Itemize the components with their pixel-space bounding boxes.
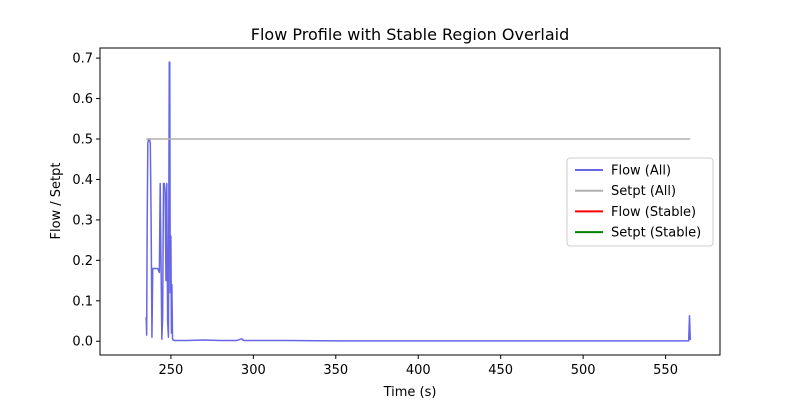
legend-label: Flow (Stable) bbox=[611, 205, 696, 220]
legend-label: Flow (All) bbox=[611, 164, 671, 179]
x-tick-label: 400 bbox=[406, 363, 431, 378]
x-axis: 250 300 350 400 450 500 550 bbox=[158, 355, 678, 378]
plot-frame bbox=[99, 47, 721, 356]
y-tick-label: 0.0 bbox=[72, 335, 93, 350]
x-tick-label: 500 bbox=[571, 363, 596, 378]
legend-items: Flow (All) Setpt (All) Flow (Stable) Setpt … bbox=[575, 164, 701, 241]
series-line-flow-all bbox=[145, 61, 692, 342]
y-axis: 0.0 0.1 0.2 0.3 0.4 0.5 0.6 0.7 bbox=[72, 52, 100, 350]
y-tick-label: 0.2 bbox=[72, 254, 93, 269]
y-tick-label: 0.7 bbox=[72, 52, 93, 67]
chart-title: Flow Profile with Stable Region Overlaid bbox=[251, 25, 569, 44]
x-tick-label: 350 bbox=[323, 363, 348, 378]
y-tick-label: 0.4 bbox=[72, 173, 93, 188]
legend-label: Setpt (All) bbox=[611, 184, 676, 199]
series-layer bbox=[145, 61, 692, 342]
x-tick-label: 300 bbox=[241, 363, 266, 378]
y-tick-label: 0.1 bbox=[72, 294, 93, 309]
y-tick-label: 0.5 bbox=[72, 133, 93, 148]
x-tick-label: 550 bbox=[653, 363, 678, 378]
x-tick-label: 250 bbox=[158, 363, 183, 378]
x-tick-label: 450 bbox=[488, 363, 513, 378]
x-axis-label: Time (s) bbox=[383, 385, 437, 400]
legend-box bbox=[566, 157, 714, 247]
legend-label: Setpt (Stable) bbox=[611, 226, 701, 241]
legend: Flow (All) Setpt (All) Flow (Stable) Setpt … bbox=[566, 157, 714, 247]
plot-area bbox=[99, 47, 721, 356]
y-tick-label: 0.3 bbox=[72, 213, 93, 228]
y-tick-label: 0.6 bbox=[72, 92, 93, 107]
y-axis-label: Flow / Setpt bbox=[49, 162, 64, 239]
